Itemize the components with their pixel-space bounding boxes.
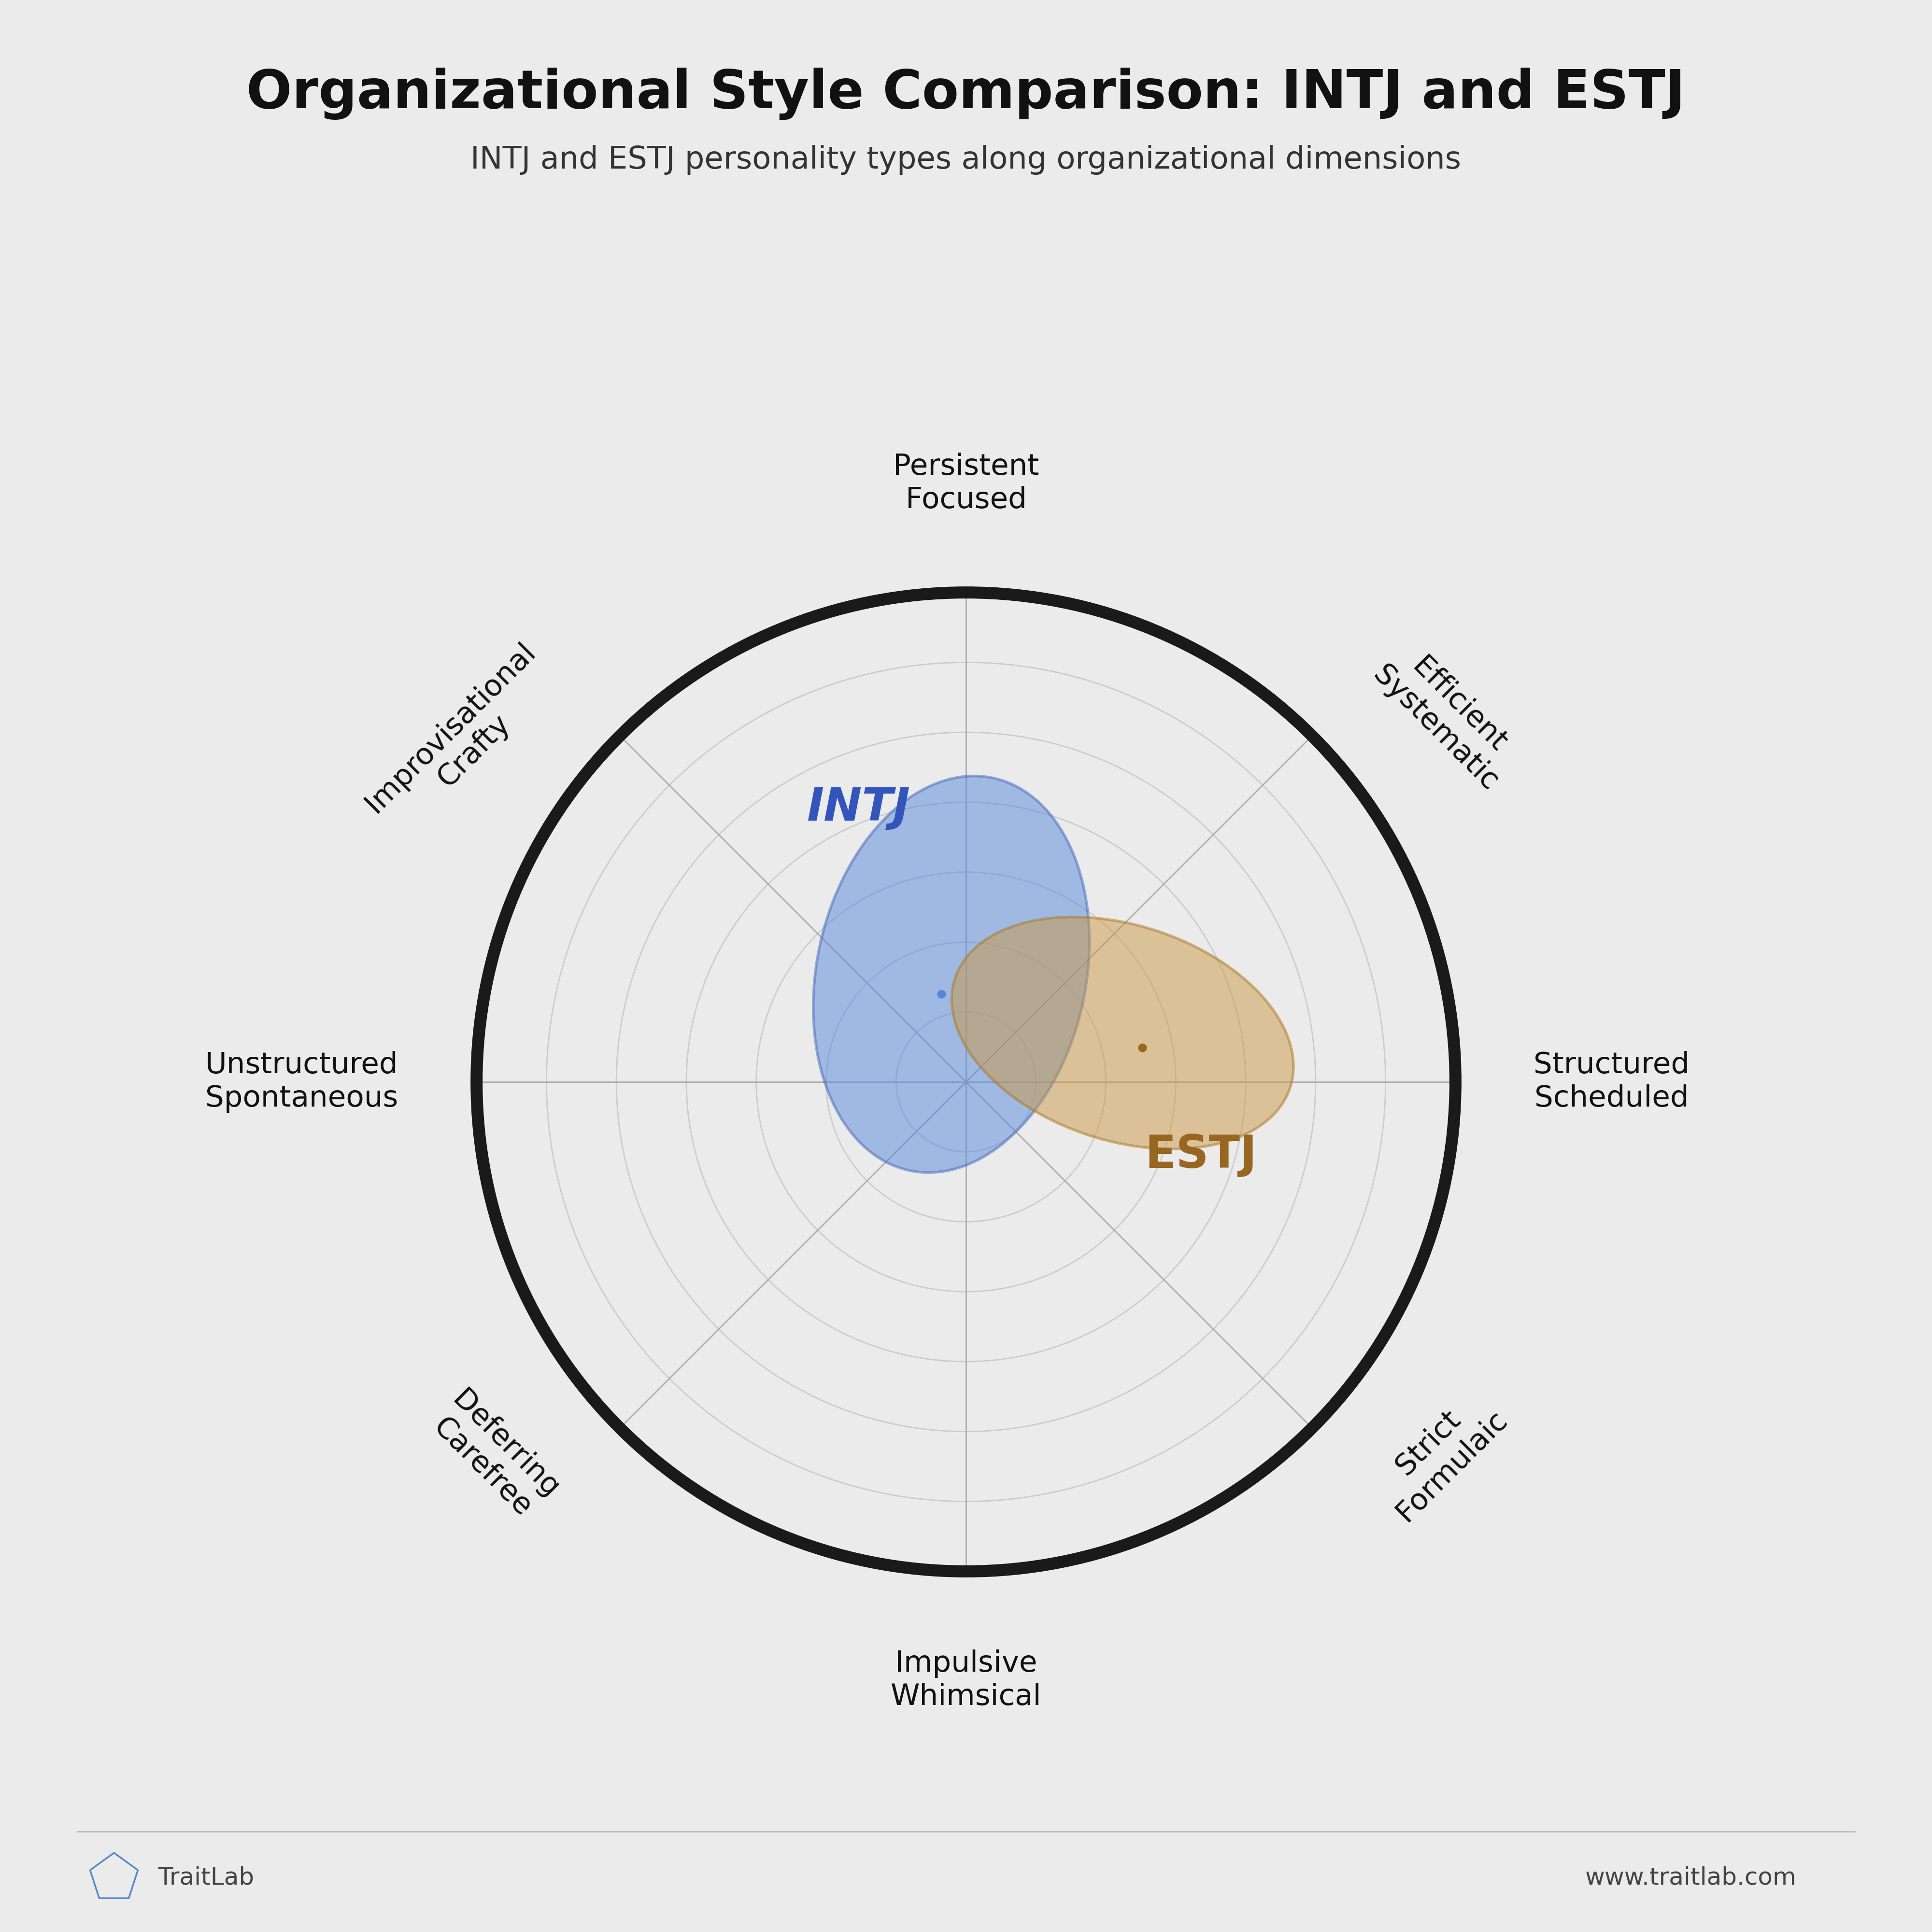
Text: Improvisational
Crafty: Improvisational Crafty <box>359 638 564 840</box>
Ellipse shape <box>952 918 1293 1150</box>
Text: Unstructured
Spontaneous: Unstructured Spontaneous <box>205 1051 398 1113</box>
Text: TraitLab: TraitLab <box>135 1866 255 1889</box>
Text: INTJ and ESTJ personality types along organizational dimensions: INTJ and ESTJ personality types along or… <box>471 145 1461 176</box>
Text: Strict
Formulaic: Strict Formulaic <box>1368 1381 1513 1526</box>
Text: Deferring
Carefree: Deferring Carefree <box>423 1385 564 1526</box>
Text: ESTJ: ESTJ <box>1146 1132 1258 1177</box>
Text: Structured
Scheduled: Structured Scheduled <box>1534 1051 1690 1113</box>
Text: Organizational Style Comparison: INTJ and ESTJ: Organizational Style Comparison: INTJ an… <box>247 68 1685 120</box>
Text: Persistent
Focused: Persistent Focused <box>893 452 1039 514</box>
Text: www.traitlab.com: www.traitlab.com <box>1586 1866 1797 1889</box>
Text: Efficient
Systematic: Efficient Systematic <box>1368 638 1526 796</box>
Text: Impulsive
Whimsical: Impulsive Whimsical <box>891 1650 1041 1712</box>
Ellipse shape <box>813 777 1090 1173</box>
Text: INTJ: INTJ <box>808 786 910 831</box>
